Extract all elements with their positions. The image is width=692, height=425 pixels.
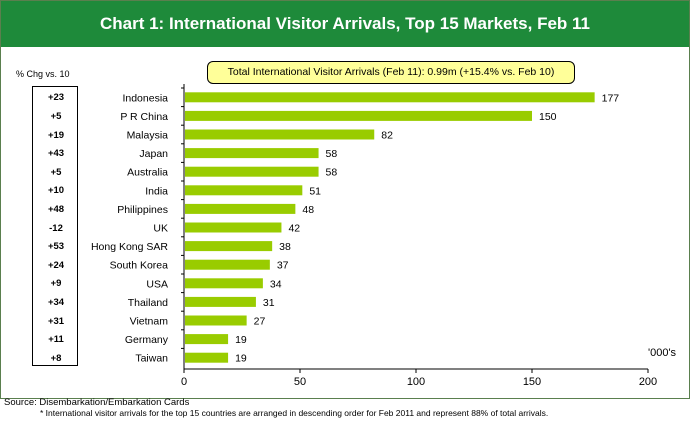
category-label: Philippines — [117, 204, 168, 216]
pct-change-value: +48 — [47, 203, 65, 215]
pct-change-value: +5 — [50, 166, 62, 178]
data-label: 42 — [288, 223, 300, 235]
pct-change-value: +9 — [50, 278, 62, 290]
pct-change-value: +19 — [47, 129, 65, 141]
pct-change-value: +53 — [47, 241, 65, 253]
pct-change-value: +8 — [50, 352, 62, 364]
pct-change-value: +31 — [47, 315, 65, 327]
bar — [185, 185, 303, 196]
total-arrivals-callout: Total International Visitor Arrivals (Fe… — [207, 61, 575, 84]
pct-change-value: +10 — [47, 185, 65, 197]
category-label: Indonesia — [122, 92, 168, 104]
category-label: Japan — [139, 148, 168, 160]
category-label: Taiwan — [135, 353, 168, 365]
data-label: 58 — [326, 167, 338, 179]
bar — [185, 259, 270, 270]
bar — [185, 334, 229, 345]
bar — [185, 110, 532, 121]
data-label: 27 — [254, 316, 266, 328]
bar — [185, 278, 263, 289]
data-label: 19 — [235, 334, 247, 346]
category-label: UK — [153, 223, 168, 235]
pct-change-value: -12 — [49, 222, 63, 234]
bar — [185, 241, 273, 252]
category-label: Australia — [127, 167, 168, 179]
category-label: Germany — [125, 334, 169, 346]
pct-change-value: +11 — [48, 334, 64, 346]
unit-label: '000's — [648, 347, 677, 359]
data-label: 31 — [263, 297, 275, 309]
pct-change-value: +34 — [47, 296, 65, 308]
category-label: India — [145, 185, 168, 197]
category-label: Malaysia — [127, 130, 169, 142]
bar — [185, 203, 296, 214]
category-label: Thailand — [128, 297, 168, 309]
bar — [185, 129, 375, 140]
bar — [185, 315, 247, 326]
x-tick-label: 0 — [181, 376, 187, 388]
pct-change-value: +24 — [47, 259, 65, 271]
x-tick-label: 100 — [407, 376, 425, 388]
x-tick-label: 50 — [294, 376, 306, 388]
bar — [185, 148, 319, 159]
pct-change-header: % Chg vs. 10 — [16, 69, 70, 79]
source-note: Source: Disembarkation/Embarkation Cards — [4, 397, 190, 408]
category-label: Hong Kong SAR — [91, 241, 168, 253]
category-label: Vietnam — [130, 316, 169, 328]
data-label: 38 — [279, 241, 291, 253]
bar — [185, 92, 595, 103]
bar — [185, 296, 256, 307]
bar — [185, 222, 282, 233]
pct-change-value: +23 — [47, 92, 65, 104]
data-label: 51 — [309, 185, 321, 197]
data-label: 48 — [302, 204, 314, 216]
data-label: 150 — [539, 111, 557, 123]
bar — [185, 352, 229, 363]
pct-change-box: +23 +5 +19 +43 +5 +10 +48 -12 +53 +24 +9 +34 +31 +11 +… — [32, 86, 78, 366]
data-label: 58 — [326, 148, 338, 160]
footnote: * International visitor arrivals for the… — [40, 408, 549, 418]
x-tick-label: 200 — [639, 376, 657, 388]
data-label: 19 — [235, 353, 247, 365]
category-label: P R China — [120, 111, 168, 123]
chart-title: Chart 1: International Visitor Arrivals,… — [1, 1, 689, 47]
bar — [185, 166, 319, 177]
category-label: USA — [146, 278, 168, 290]
x-tick-label: 150 — [523, 376, 541, 388]
data-label: 37 — [277, 260, 289, 272]
pct-change-value: +5 — [50, 110, 62, 122]
pct-change-value: +43 — [47, 148, 65, 160]
data-label: 34 — [270, 278, 282, 290]
data-label: 82 — [381, 130, 393, 142]
data-label: 177 — [602, 92, 620, 104]
category-label: South Korea — [110, 260, 169, 272]
